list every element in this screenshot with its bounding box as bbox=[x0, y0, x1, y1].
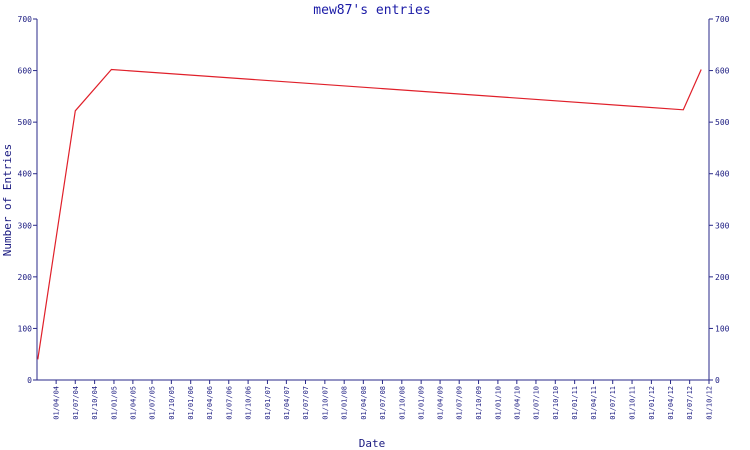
x-tick-label: 01/01/11 bbox=[571, 386, 579, 420]
x-tick-label: 01/01/12 bbox=[648, 386, 656, 420]
y-tick-label-right: 200 bbox=[715, 273, 730, 282]
x-tick-label: 01/07/12 bbox=[686, 386, 694, 420]
y-tick-label-right: 700 bbox=[715, 15, 730, 24]
y-tick-label-left: 500 bbox=[18, 118, 33, 127]
y-tick-label-left: 300 bbox=[18, 221, 33, 230]
x-tick-label: 01/07/09 bbox=[456, 386, 464, 420]
y-tick-label-right: 400 bbox=[715, 170, 730, 179]
x-tick-label: 01/10/11 bbox=[629, 386, 637, 420]
x-axis-label: Date bbox=[359, 437, 386, 450]
x-tick-label: 01/01/05 bbox=[110, 386, 118, 420]
y-tick-label-left: 600 bbox=[18, 67, 33, 76]
x-tick-label: 01/10/07 bbox=[321, 386, 329, 420]
y-tick-label-right: 600 bbox=[715, 67, 730, 76]
x-axis: 01/04/04 01/07/04 01/10/04 01/01/05 01/04/05… bbox=[53, 380, 714, 420]
x-tick-label: 01/10/08 bbox=[398, 386, 406, 420]
x-tick-label: 01/07/08 bbox=[379, 386, 387, 420]
y-tick-label-right: 100 bbox=[715, 324, 730, 333]
x-tick-label: 01/07/06 bbox=[225, 386, 233, 420]
y-tick-label-left: 100 bbox=[18, 324, 33, 333]
chart-title: mew87's entries bbox=[313, 3, 430, 18]
y-tick-label-right: 500 bbox=[715, 118, 730, 127]
x-tick-label: 01/10/12 bbox=[706, 386, 714, 420]
x-tick-label: 01/10/05 bbox=[168, 386, 176, 420]
x-tick-label: 01/07/05 bbox=[149, 386, 157, 420]
x-tick-label: 01/04/10 bbox=[513, 386, 521, 420]
x-tick-label: 01/07/04 bbox=[72, 386, 80, 420]
y-axis-right: 0 100 200 300 400 500 600 700 bbox=[709, 15, 730, 385]
x-tick-label: 01/10/10 bbox=[552, 386, 560, 420]
y-tick-label-left: 200 bbox=[18, 273, 33, 282]
x-tick-label: 01/01/09 bbox=[418, 386, 426, 420]
y-axis-label: Number of Entries bbox=[1, 144, 14, 257]
x-tick-label: 01/04/05 bbox=[129, 386, 137, 420]
y-tick-label-right: 0 bbox=[715, 376, 720, 385]
x-tick-label: 01/07/11 bbox=[609, 386, 617, 420]
y-tick-label-right: 300 bbox=[715, 221, 730, 230]
x-tick-label: 01/04/06 bbox=[206, 386, 214, 420]
x-tick-label: 01/10/09 bbox=[475, 386, 483, 420]
x-tick-label: 01/01/08 bbox=[341, 386, 349, 420]
x-tick-label: 01/04/11 bbox=[590, 386, 598, 420]
series-line bbox=[37, 68, 702, 360]
x-tick-label: 01/01/07 bbox=[264, 386, 272, 420]
y-tick-label-left: 700 bbox=[18, 15, 33, 24]
x-tick-label: 01/01/06 bbox=[187, 386, 195, 420]
x-tick-label: 01/10/06 bbox=[245, 386, 253, 420]
x-tick-label: 01/04/08 bbox=[360, 386, 368, 420]
y-tick-label-left: 0 bbox=[27, 376, 32, 385]
x-tick-label: 01/07/07 bbox=[302, 386, 310, 420]
x-tick-label: 01/04/04 bbox=[53, 386, 61, 420]
x-tick-label: 01/10/04 bbox=[91, 386, 99, 420]
y-tick-label-left: 400 bbox=[18, 170, 33, 179]
x-tick-label: 01/01/10 bbox=[494, 386, 502, 420]
x-tick-label: 01/04/12 bbox=[667, 386, 675, 420]
x-tick-label: 01/04/09 bbox=[437, 386, 445, 420]
x-tick-label: 01/07/10 bbox=[532, 386, 540, 420]
y-axis-left: 0 100 200 300 400 500 600 700 bbox=[18, 15, 37, 385]
x-tick-label: 01/04/07 bbox=[283, 386, 291, 420]
